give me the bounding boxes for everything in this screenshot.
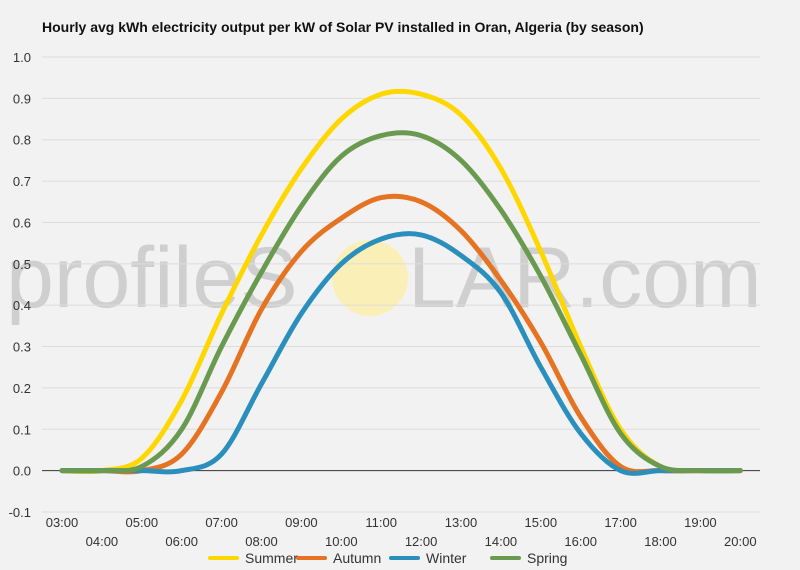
x-tick-label: 05:00 (126, 515, 159, 530)
legend-label: Autumn (333, 550, 382, 566)
watermark-text-left: profileS (6, 230, 298, 326)
x-tick-label: 11:00 (365, 515, 397, 530)
watermark: profileS LAR.com (6, 230, 762, 326)
legend: Summer Autumn Winter Spring (0, 548, 800, 568)
legend-swatch (490, 556, 521, 560)
legend-label: Summer (245, 550, 298, 566)
y-tick-label: 0.6 (13, 215, 31, 230)
x-tick-label: 14:00 (485, 534, 518, 549)
legend-label: Spring (527, 550, 568, 566)
x-tick-label: 20:00 (724, 534, 757, 549)
x-tick-label: 18:00 (644, 534, 677, 549)
y-tick-label: 1.0 (13, 50, 31, 65)
legend-swatch (208, 556, 239, 560)
x-tick-label: 16:00 (564, 534, 597, 549)
y-tick-label: 0.0 (13, 464, 31, 479)
x-tick-label: 19:00 (684, 515, 717, 530)
watermark-sun-icon (332, 240, 408, 316)
legend-item-autumn[interactable]: Autumn (296, 548, 381, 568)
x-tick-label: 07:00 (205, 515, 238, 530)
y-tick-label: 0.5 (13, 257, 31, 272)
x-tick-label: 15:00 (525, 515, 558, 530)
y-tick-label: 0.8 (13, 133, 31, 148)
watermark-text-right: LAR.com (408, 230, 762, 326)
y-tick-label: 0.9 (13, 91, 31, 106)
series-line-autumn (59, 193, 743, 475)
x-axis: 03:00 04:00 05:00 06:00 07:00 08:00 09:00 10:00… (46, 515, 757, 549)
series-line-spring (59, 130, 743, 474)
x-tick-label: 17:00 (604, 515, 637, 530)
legend-swatch (296, 556, 327, 560)
legend-item-winter[interactable]: Winter (389, 548, 466, 568)
legend-item-spring[interactable]: Spring (490, 548, 567, 568)
x-tick-label: 12:00 (405, 534, 438, 549)
grid (42, 56, 760, 513)
y-tick-label: 0.4 (13, 298, 31, 313)
x-tick-label: 09:00 (285, 515, 318, 530)
legend-swatch (389, 556, 420, 560)
y-tick-label: 0.1 (13, 422, 31, 437)
legend-label: Winter (426, 550, 467, 566)
y-axis: -0.1 0.0 0.1 0.2 0.3 0.4 0.5 0.6 0.7 0.8 0.9 1.0 (9, 50, 31, 520)
y-tick-label: 0.7 (13, 174, 31, 189)
series-lines (59, 88, 743, 476)
x-tick-label: 13:00 (445, 515, 478, 530)
chart-title: Hourly avg kWh electricity output per kW… (42, 19, 644, 35)
x-tick-label: 03:00 (46, 515, 79, 530)
y-tick-label: -0.1 (9, 505, 31, 520)
x-tick-label: 08:00 (245, 534, 278, 549)
x-tick-label: 04:00 (86, 534, 119, 549)
legend-item-summer[interactable]: Summer (208, 548, 298, 568)
y-tick-label: 0.3 (13, 340, 31, 355)
x-tick-label: 10:00 (325, 534, 358, 549)
series-line-winter (59, 231, 743, 476)
x-tick-label: 06:00 (165, 534, 198, 549)
y-tick-label: 0.2 (13, 381, 31, 396)
